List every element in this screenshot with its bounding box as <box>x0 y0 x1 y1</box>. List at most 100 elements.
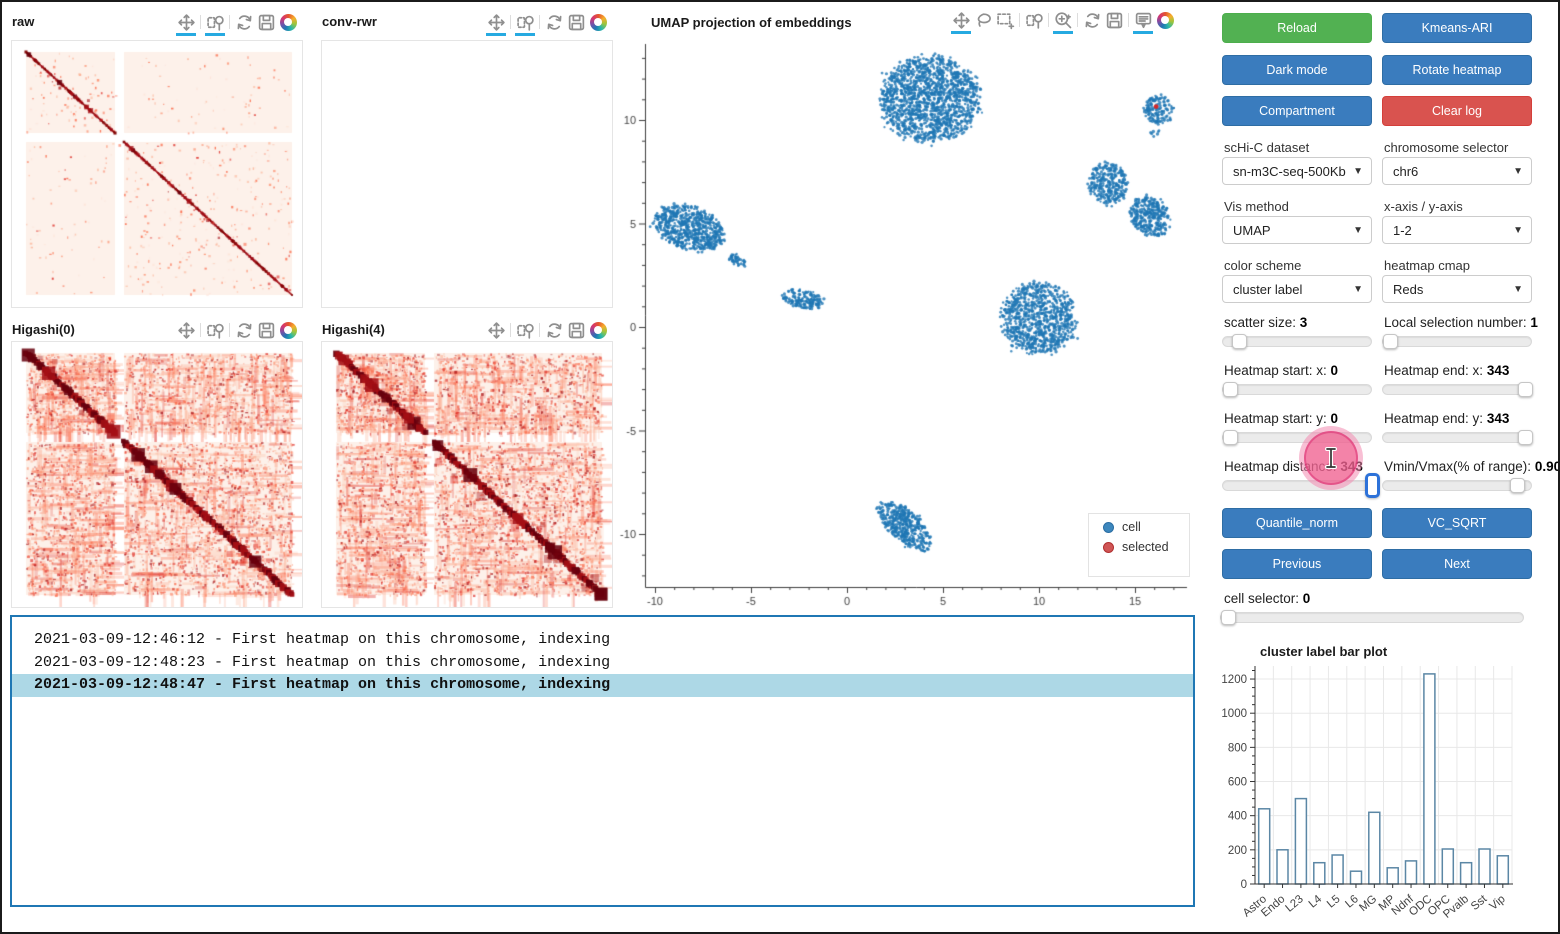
hover-icon[interactable] <box>1132 9 1154 34</box>
bokeh-logo-icon[interactable] <box>587 11 609 33</box>
heatmap-end-y-slider[interactable] <box>1382 430 1533 445</box>
heatmap-distance-slider-label: Heatmap distance: 343 <box>1224 459 1363 474</box>
svg-text:L6: L6 <box>1343 893 1361 910</box>
color-scheme-select[interactable]: cluster label ▼ <box>1222 275 1372 303</box>
bokeh-logo-icon[interactable] <box>1154 9 1176 31</box>
vis-method-select[interactable]: UMAP ▼ <box>1222 216 1372 244</box>
cell-dot-icon <box>1103 521 1114 533</box>
heatmap-start-x-slider[interactable] <box>1222 382 1372 397</box>
heatmap-distance-slider-thumb[interactable] <box>1365 473 1380 498</box>
heatmap-start-y-slider[interactable] <box>1222 430 1372 445</box>
toolbar-separator <box>510 323 511 337</box>
vmin-vmax-slider-thumb[interactable] <box>1510 478 1525 493</box>
cell-selector-label: cell selector: 0 <box>1224 591 1310 606</box>
reload-button[interactable]: Reload <box>1222 13 1372 43</box>
box-zoom-icon[interactable] <box>514 11 536 36</box>
toolbar-separator <box>510 15 511 29</box>
pan-icon[interactable] <box>485 11 507 36</box>
reset-icon[interactable] <box>233 11 255 33</box>
legend-item-selected: selected <box>1089 534 1189 554</box>
compartment-button[interactable]: Compartment <box>1222 96 1372 126</box>
bokeh-logo-icon[interactable] <box>277 11 299 33</box>
reset-icon[interactable] <box>233 319 255 341</box>
vc-sqrt-button[interactable]: VC_SQRT <box>1382 508 1532 538</box>
heatmap-end-x-slider[interactable] <box>1382 382 1533 397</box>
raw-toolbar <box>175 10 299 36</box>
slider-value: 0.90 <box>1534 459 1560 474</box>
svg-text:Vip: Vip <box>1487 893 1507 913</box>
higashi0-heatmap-canvas[interactable] <box>12 342 302 607</box>
previous-button[interactable]: Previous <box>1222 549 1372 579</box>
slider-label-text: Heatmap start: y: <box>1224 411 1331 426</box>
heatmap-end-y-slider-label: Heatmap end: y: 343 <box>1384 411 1509 426</box>
vis-method-select-value: UMAP <box>1233 222 1271 238</box>
save-icon[interactable] <box>565 11 587 33</box>
color-scheme-select-value: cluster label <box>1233 281 1303 297</box>
pan-icon[interactable] <box>175 319 197 344</box>
local-selection-number-slider[interactable] <box>1382 334 1532 349</box>
heatmap-cmap-select[interactable]: Reds ▼ <box>1382 275 1532 303</box>
axes-select-value: 1-2 <box>1393 222 1412 238</box>
box-zoom-icon[interactable] <box>204 319 226 344</box>
box-zoom-icon[interactable] <box>204 11 226 36</box>
dark-mode-button[interactable]: Dark mode <box>1222 55 1372 85</box>
log-line: 2021-03-09-12:46:12 - First heatmap on t… <box>34 631 611 648</box>
reset-icon[interactable] <box>1081 9 1103 31</box>
save-icon[interactable] <box>1103 9 1125 31</box>
box-select-icon[interactable] <box>994 9 1016 31</box>
toolbar-separator <box>539 15 540 29</box>
svg-text:1200: 1200 <box>1221 674 1247 686</box>
heatmap-distance-slider[interactable] <box>1222 473 1380 498</box>
toolbar-separator <box>200 323 201 337</box>
box-zoom-icon[interactable] <box>1023 9 1045 31</box>
heatmap-end-x-slider-thumb[interactable] <box>1518 382 1533 397</box>
bokeh-logo-icon[interactable] <box>277 319 299 341</box>
dataset-select[interactable]: sn-m3C-seq-500Kb ▼ <box>1222 157 1372 185</box>
reset-icon[interactable] <box>543 11 565 33</box>
rotate-heatmap-button[interactable]: Rotate heatmap <box>1382 55 1532 85</box>
box-zoom-icon[interactable] <box>514 319 536 344</box>
slider-value: 3 <box>1299 315 1308 330</box>
legend-label-selected: selected <box>1122 540 1169 554</box>
higashi4-heatmap-canvas[interactable] <box>322 342 612 607</box>
save-icon[interactable] <box>255 11 277 33</box>
log-panel[interactable]: 2021-03-09-12:46:12 - First heatmap on t… <box>10 615 1195 907</box>
save-icon[interactable] <box>255 319 277 341</box>
pan-icon[interactable] <box>950 9 972 34</box>
kmeans-ari-button[interactable]: Kmeans-ARI <box>1382 13 1532 43</box>
reset-icon[interactable] <box>543 319 565 341</box>
scatter-size-slider-label: scatter size: 3 <box>1224 315 1307 330</box>
wheel-zoom-icon[interactable] <box>1052 9 1074 34</box>
chromosome-select[interactable]: chr6 ▼ <box>1382 157 1532 185</box>
quantile-norm-button[interactable]: Quantile_norm <box>1222 508 1372 538</box>
heatmap-end-x-slider-label: Heatmap end: x: 343 <box>1384 363 1509 378</box>
heatmap-start-x-slider-thumb[interactable] <box>1223 382 1238 397</box>
heatmap-end-y-slider-thumb[interactable] <box>1518 430 1533 445</box>
bokeh-logo-icon[interactable] <box>587 319 609 341</box>
conv-rwr-empty-plot[interactable] <box>321 40 613 308</box>
cluster-bar-panel: cluster label bar plot 0 200 400 600 800 1000… <box>1207 634 1557 934</box>
cell-selector-slider-thumb[interactable] <box>1221 610 1236 625</box>
pan-icon[interactable] <box>175 11 197 36</box>
higashi4-panel-title: Higashi(4) <box>322 322 385 337</box>
vmin-vmax-slider[interactable] <box>1382 478 1532 493</box>
save-icon[interactable] <box>565 319 587 341</box>
chromosome-select-label: chromosome selector <box>1384 140 1509 155</box>
scatter-size-slider[interactable] <box>1222 334 1372 349</box>
heatmap-start-y-slider-thumb[interactable] <box>1223 430 1238 445</box>
conv-rwr-toolbar <box>485 10 609 36</box>
raw-heatmap-canvas[interactable] <box>12 41 302 307</box>
local-selection-number-slider-thumb[interactable] <box>1383 334 1398 349</box>
cell-selector-slider[interactable] <box>1220 610 1524 625</box>
scatter-size-slider-thumb[interactable] <box>1232 334 1247 349</box>
lasso-select-icon[interactable] <box>972 9 994 31</box>
toolbar-separator <box>229 15 230 29</box>
axes-select[interactable]: 1-2 ▼ <box>1382 216 1532 244</box>
higashi0-panel-title: Higashi(0) <box>12 322 75 337</box>
toolbar-separator <box>1019 13 1020 27</box>
conv-rwr-panel-title: conv-rwr <box>322 14 377 29</box>
next-button[interactable]: Next <box>1382 549 1532 579</box>
clear-log-button[interactable]: Clear log <box>1382 96 1532 126</box>
pan-icon[interactable] <box>485 319 507 344</box>
